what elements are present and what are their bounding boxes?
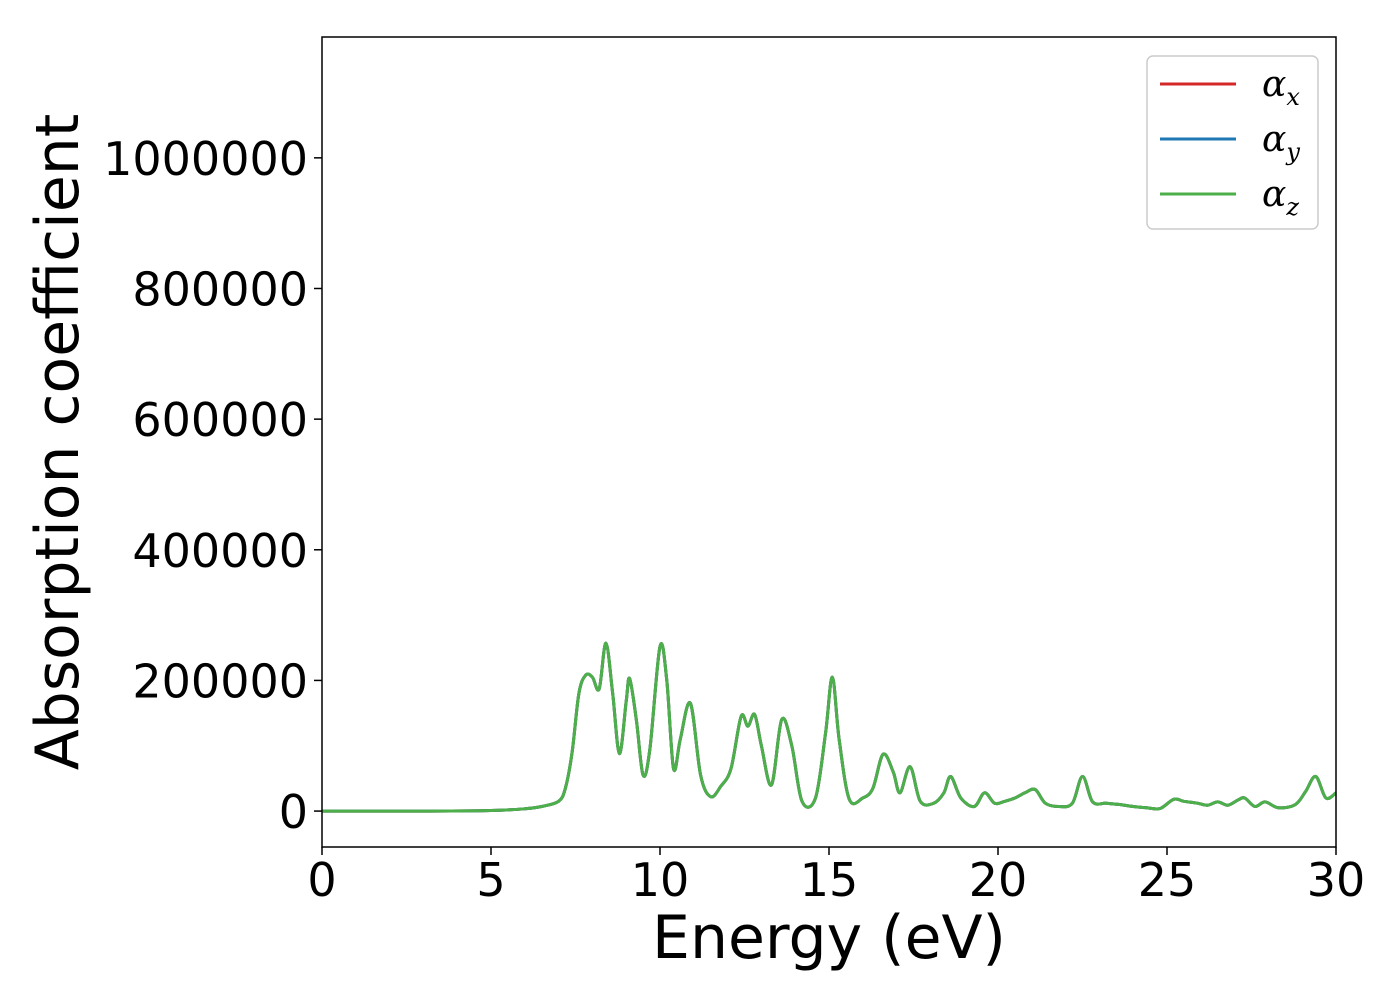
series-layer: [321, 641, 1337, 813]
y-tick-label: 400000: [132, 524, 308, 578]
x-tick-label: 0: [307, 853, 336, 907]
y-tick-label: 1000000: [103, 132, 308, 186]
x-tick-label: 10: [631, 853, 690, 907]
legend-label: αy: [1262, 119, 1300, 166]
y-tick-label: 0: [279, 785, 308, 839]
x-axis-ticks: 0 5 10 15 20 25 30: [307, 847, 1365, 907]
y-tick-label: 800000: [132, 262, 308, 316]
series-line-alpha-z: [321, 641, 1337, 813]
y-axis-ticks: 0 200000 400000 600000 800000 1000000: [103, 132, 322, 839]
legend: αx αy αz: [1146, 55, 1319, 230]
legend-items: αx αy αz: [1160, 64, 1300, 221]
legend-box: [1146, 55, 1319, 230]
x-tick-label: 20: [969, 853, 1028, 907]
legend-label: αz: [1262, 174, 1299, 221]
y-tick-label: 600000: [132, 393, 308, 447]
legend-label: αx: [1262, 64, 1300, 111]
y-tick-label: 200000: [132, 654, 308, 708]
x-tick-label: 25: [1138, 853, 1197, 907]
x-tick-label: 5: [476, 853, 505, 907]
x-tick-label: 30: [1307, 853, 1366, 907]
x-tick-label: 15: [800, 853, 859, 907]
y-axis-title: Absorption coefficient: [23, 114, 93, 771]
x-axis-title: Energy (eV): [652, 903, 1006, 973]
